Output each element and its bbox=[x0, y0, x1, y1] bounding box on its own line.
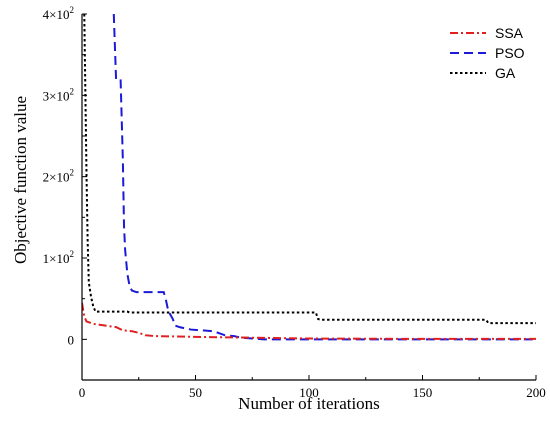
y-tick-label: 1×102 bbox=[43, 249, 74, 266]
x-tick-label: 200 bbox=[526, 385, 546, 400]
ticks-layer: 0 50 100 150 200 0 1×102 2×102 3×102 4×102 bbox=[43, 5, 546, 400]
x-tick-label: 0 bbox=[79, 385, 86, 400]
series-layer bbox=[82, 14, 536, 341]
y-tick-label: 3×102 bbox=[43, 86, 74, 103]
y-axis-label: Objective function value bbox=[11, 96, 30, 264]
y-tick-label: 0 bbox=[68, 332, 75, 347]
axes-layer bbox=[81, 14, 536, 381]
legend: SSA PSO GA bbox=[450, 25, 525, 81]
y-tick-label: 4×102 bbox=[43, 5, 74, 22]
y-tick-label: 2×102 bbox=[43, 168, 74, 185]
x-tick-label: 100 bbox=[299, 385, 319, 400]
x-axis-label: Number of iterations bbox=[238, 394, 380, 413]
legend-label-ga: GA bbox=[495, 65, 516, 81]
legend-label-pso: PSO bbox=[495, 45, 525, 61]
series-line-pso bbox=[112, 14, 536, 341]
x-tick-label: 150 bbox=[413, 385, 433, 400]
series-line-ga bbox=[83, 14, 536, 325]
x-tick-label: 50 bbox=[189, 385, 202, 400]
series-line-ssa bbox=[82, 302, 536, 340]
legend-label-ssa: SSA bbox=[495, 25, 524, 41]
